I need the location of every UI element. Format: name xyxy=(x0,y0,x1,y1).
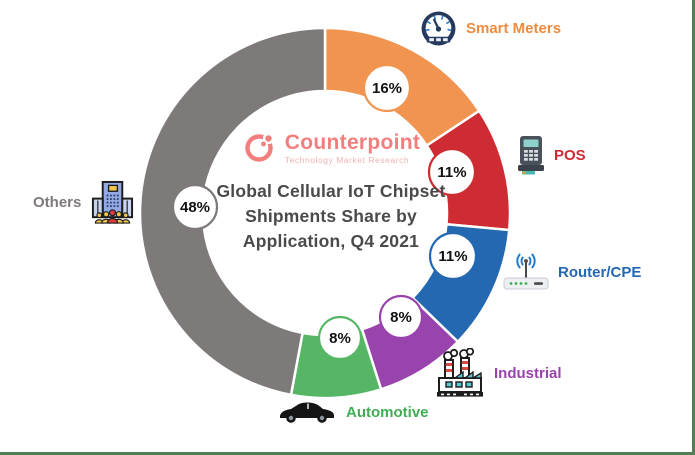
pct-bubble-industrial xyxy=(378,294,424,340)
pos-terminal-icon xyxy=(518,136,544,175)
pct-bubble-router-cpe xyxy=(428,231,478,281)
legend-label-industrial: Industrial xyxy=(494,364,562,382)
pct-bubble-pos xyxy=(427,147,477,197)
router-icon xyxy=(503,253,549,290)
brand-name: Counterpoint xyxy=(284,130,421,154)
chart-title-line3: Application, Q4 2021 xyxy=(242,231,420,251)
counterpoint-logo: Counterpoint Technology Market Research xyxy=(168,130,494,166)
building-icon xyxy=(92,180,134,224)
car-icon xyxy=(280,402,334,423)
chart-center: Counterpoint Technology Market Research … xyxy=(168,130,494,254)
pct-bubble-smart-meters xyxy=(362,63,412,113)
legend-label-smart-meters: Smart Meters xyxy=(466,20,562,37)
legend-automotive: Automotive xyxy=(277,399,429,426)
smart-meter-gauge-icon xyxy=(421,11,456,46)
pct-label-pos: 11% xyxy=(437,164,466,181)
pct-label-industrial: 8% xyxy=(390,309,412,326)
pct-bubble-others xyxy=(171,183,219,231)
legend-label-pos: POS xyxy=(554,146,586,164)
pct-bubble-automotive xyxy=(317,315,363,361)
pct-label-smart-meters: 16% xyxy=(372,80,402,97)
legend-smart-meters: Smart Meters xyxy=(420,10,561,47)
factory-icon xyxy=(437,348,483,397)
counterpoint-logo-icon xyxy=(245,132,274,162)
pct-label-automotive: 8% xyxy=(329,330,351,347)
chart-title-line1: Global Cellular IoT Chipset xyxy=(216,181,446,201)
legend-pos: POS xyxy=(517,135,586,175)
brand-tagline: Technology Market Research xyxy=(284,154,410,165)
legend-label-others: Others xyxy=(33,194,82,211)
pct-label-others: 48% xyxy=(180,199,210,216)
chart-title: Global Cellular IoT Chipset Shipments Sh… xyxy=(168,179,494,254)
chart-title-line2: Shipments Share by xyxy=(245,206,417,226)
legend-router-cpe: Router/CPE xyxy=(503,253,641,291)
legend-others: Others xyxy=(33,180,135,225)
legend-industrial: Industrial xyxy=(435,348,562,398)
donut-segment-others xyxy=(138,26,327,397)
legend-label-router-cpe: Router/CPE xyxy=(558,263,642,281)
legend-label-automotive: Automotive xyxy=(346,404,429,421)
pct-label-router-cpe: 11% xyxy=(438,248,467,265)
brand-text-block: Counterpoint Technology Market Research xyxy=(284,130,421,165)
